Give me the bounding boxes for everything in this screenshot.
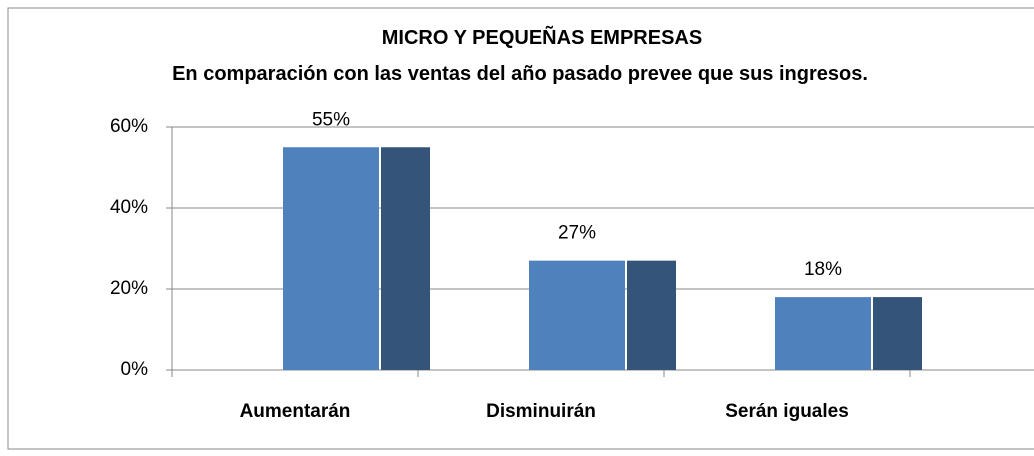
x-tick-label: Aumentarán — [240, 401, 351, 422]
chart-subtitle: En comparación con las ventas del año pa… — [172, 63, 868, 85]
x-tick-label: Disminuirán — [486, 401, 596, 422]
y-tick-label: 40% — [110, 197, 148, 218]
value-label: 55% — [312, 109, 350, 130]
bar-side — [873, 297, 922, 370]
chart-title: MICRO Y PEQUEÑAS EMPRESAS — [381, 27, 703, 49]
bar — [283, 147, 379, 370]
y-tick-label: 0% — [121, 359, 149, 380]
bar-side — [381, 147, 430, 370]
bar — [775, 297, 871, 370]
value-label: 27% — [558, 223, 596, 244]
y-tick-label: 60% — [110, 116, 148, 137]
x-tick-label: Serán iguales — [725, 401, 849, 422]
chart-border — [7, 7, 1034, 450]
value-label: 18% — [804, 259, 842, 280]
y-tick-label: 20% — [110, 278, 148, 299]
bar — [529, 260, 625, 370]
bar-side — [627, 260, 676, 370]
